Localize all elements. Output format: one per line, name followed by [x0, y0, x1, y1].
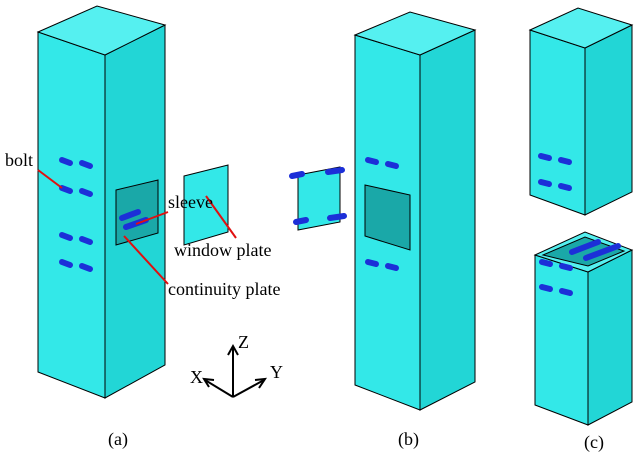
axis-x	[205, 380, 233, 397]
bolt	[82, 266, 90, 269]
axis-label-y: Y	[270, 362, 283, 382]
bolt	[388, 266, 396, 268]
figure: bolt sleeve window plate continuity plat…	[0, 0, 642, 455]
bolt	[541, 156, 549, 158]
bolt	[292, 174, 302, 176]
bolt	[82, 191, 90, 194]
bolt	[330, 216, 344, 218]
bolt	[561, 160, 569, 162]
column-b	[355, 12, 475, 410]
axis-label-x: X	[190, 367, 203, 387]
bolt	[542, 262, 550, 264]
caption: (a)	[108, 429, 128, 450]
column-c-upper	[530, 8, 632, 215]
bolt	[62, 188, 70, 191]
continuity-plate-assembly	[292, 167, 344, 230]
bolt	[562, 291, 570, 293]
bolt	[368, 262, 376, 264]
column-face	[530, 30, 585, 215]
bolt	[388, 164, 396, 166]
bolt	[62, 262, 70, 265]
axis-y	[233, 380, 264, 397]
caption: (b)	[398, 429, 419, 450]
caption: (c)	[584, 432, 604, 453]
axis-triad: Z X Y	[190, 332, 283, 397]
label-window-plate: window plate	[174, 240, 271, 260]
bolt	[82, 239, 90, 242]
bolt	[296, 220, 306, 222]
label-sleeve: sleeve	[168, 192, 213, 212]
bolt	[328, 170, 342, 172]
bolt	[62, 160, 70, 163]
bolt	[561, 186, 569, 188]
bolt	[541, 182, 549, 184]
bolt	[82, 163, 90, 166]
column-c-lower	[535, 232, 632, 425]
label-bolt: bolt	[5, 150, 33, 170]
bolt	[542, 287, 550, 289]
label-continuity-plate: continuity plate	[168, 279, 280, 299]
column-face	[535, 255, 588, 425]
column-face	[38, 32, 105, 398]
bolt	[562, 266, 570, 268]
bolt	[62, 235, 70, 238]
axis-label-z: Z	[238, 332, 249, 352]
column-side	[420, 30, 475, 410]
column-side	[588, 250, 632, 425]
column-a	[38, 6, 165, 398]
column-side	[585, 25, 632, 215]
bolt	[368, 160, 376, 162]
